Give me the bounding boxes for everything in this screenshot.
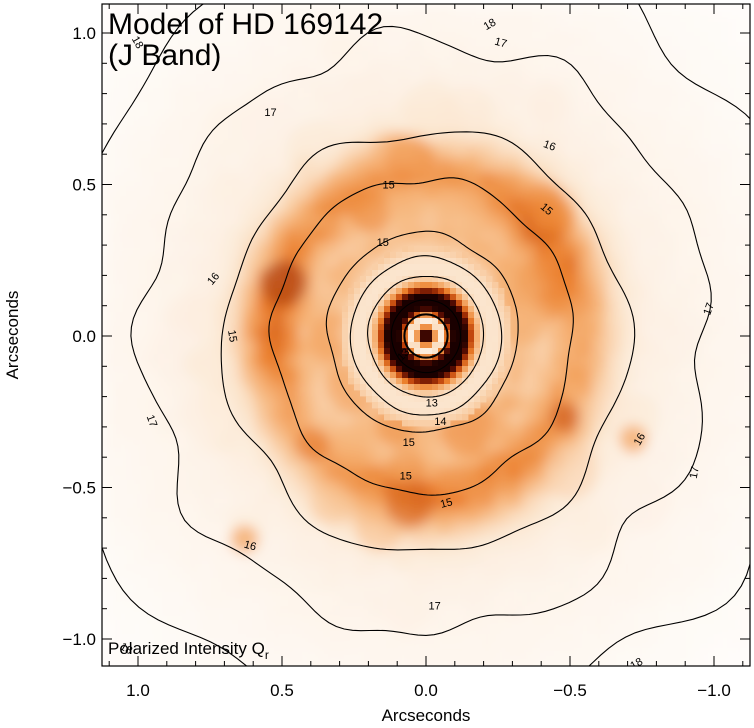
chart-title-line2: (J Band) bbox=[108, 39, 221, 72]
contour-label-17: 17 bbox=[701, 301, 716, 317]
svg-text:15: 15 bbox=[400, 470, 412, 482]
contour-label-15: 15 bbox=[377, 237, 389, 249]
contour-label-17: 17 bbox=[493, 36, 508, 51]
contour-label-18: 18 bbox=[628, 656, 645, 673]
svg-text:18: 18 bbox=[482, 17, 499, 34]
y-tick-label: 1.0 bbox=[72, 24, 96, 43]
svg-text:16: 16 bbox=[243, 539, 258, 554]
svg-text:14: 14 bbox=[434, 416, 446, 428]
svg-text:15: 15 bbox=[225, 329, 239, 343]
svg-text:18: 18 bbox=[118, 641, 135, 658]
svg-text:13: 13 bbox=[426, 398, 438, 410]
contour-label-15: 15 bbox=[400, 470, 412, 482]
svg-text:17: 17 bbox=[701, 301, 716, 317]
svg-text:15: 15 bbox=[439, 496, 454, 511]
contour-18-line bbox=[102, 4, 750, 666]
svg-text:17: 17 bbox=[493, 36, 508, 51]
contour-label-17: 17 bbox=[264, 107, 276, 119]
contour-label-15: 15 bbox=[382, 180, 394, 192]
contour-13-line bbox=[390, 299, 462, 374]
y-tick-label: 0.0 bbox=[72, 327, 96, 346]
y-tick-label: −0.5 bbox=[62, 479, 96, 498]
y-tick-label: 0.5 bbox=[72, 176, 96, 195]
svg-text:17: 17 bbox=[428, 601, 440, 613]
contour-17-line bbox=[130, 25, 712, 636]
contour-label-16: 16 bbox=[542, 138, 558, 153]
contour-label-14: 14 bbox=[434, 416, 446, 428]
svg-text:17: 17 bbox=[688, 465, 702, 479]
contour-label-17: 17 bbox=[144, 413, 159, 429]
contour-label-16: 16 bbox=[632, 431, 649, 448]
svg-text:16: 16 bbox=[632, 431, 649, 448]
inset-label-subscript: r bbox=[265, 648, 269, 662]
contour-14-line bbox=[349, 255, 503, 416]
contour-label-17: 17 bbox=[428, 601, 440, 613]
y-axis-title: Arcseconds bbox=[3, 291, 22, 380]
x-tick-label: −1.0 bbox=[697, 681, 731, 700]
axis-ticks bbox=[102, 4, 750, 666]
axis-tick-labels: 1.0 0.5 0.0 −0.5 −1.0 1.0 0.5 0.0 −0.5 −1.0 bbox=[62, 24, 730, 700]
contour-labels: 1818181817171717171716161616151515151515… bbox=[118, 17, 717, 673]
y-tick-label: −1.0 bbox=[62, 630, 96, 649]
svg-text:18: 18 bbox=[628, 656, 645, 673]
svg-text:15: 15 bbox=[382, 180, 394, 192]
contour-label-13: 13 bbox=[426, 398, 438, 410]
contour-label-18: 18 bbox=[482, 17, 499, 34]
svg-text:15: 15 bbox=[377, 237, 389, 249]
contour-label-15: 15 bbox=[225, 329, 239, 343]
contour-16-line bbox=[220, 131, 636, 551]
x-tick-label: −0.5 bbox=[553, 681, 587, 700]
contour-label-18: 18 bbox=[118, 641, 135, 658]
x-tick-label: 1.0 bbox=[126, 681, 150, 700]
svg-text:17: 17 bbox=[144, 413, 159, 429]
chart-title-line1: Model of HD 169142 bbox=[108, 8, 383, 41]
contour-15-line bbox=[268, 177, 574, 496]
contour-label-15: 15 bbox=[439, 496, 454, 511]
x-axis-title: Arcseconds bbox=[382, 706, 471, 725]
core-ring-line bbox=[403, 313, 449, 359]
svg-text:18: 18 bbox=[129, 34, 146, 51]
contour-label-17: 17 bbox=[688, 465, 702, 479]
svg-text:15: 15 bbox=[403, 437, 415, 449]
inset-label-main: Polarized Intensity Q bbox=[108, 639, 265, 658]
contour-label-18: 18 bbox=[129, 34, 146, 51]
contour-13-line bbox=[367, 275, 485, 398]
x-tick-label: 0.0 bbox=[414, 681, 438, 700]
contour-15-line bbox=[325, 230, 519, 433]
heatmap-image bbox=[102, 4, 750, 666]
svg-text:16: 16 bbox=[542, 138, 558, 153]
x-tick-label: 0.5 bbox=[270, 681, 294, 700]
contour-label-16: 16 bbox=[243, 539, 258, 554]
inset-label: Polarized Intensity Qr bbox=[108, 639, 269, 662]
svg-text:17: 17 bbox=[264, 107, 276, 119]
contour-label-15: 15 bbox=[403, 437, 415, 449]
contour-lines bbox=[102, 4, 750, 666]
